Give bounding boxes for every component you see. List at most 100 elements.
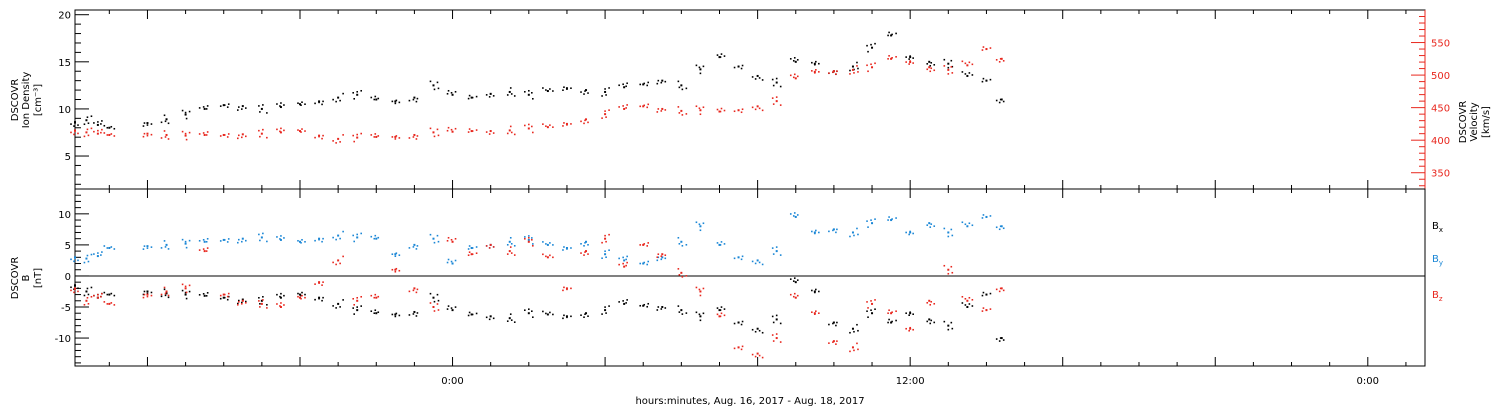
density-point-scatter	[163, 114, 166, 117]
density-point-scatter	[646, 84, 649, 87]
bx-point-scatter	[83, 294, 86, 297]
bz-point	[775, 337, 778, 340]
density-point-scatter	[699, 72, 702, 75]
bz-point-scatter	[454, 237, 457, 240]
bx-point-scatter	[259, 302, 261, 305]
density-point-scatter	[150, 123, 153, 125]
bx-point-scatter	[163, 288, 166, 291]
bx-point-scatter	[639, 304, 642, 307]
density-point-scatter	[398, 101, 401, 104]
bz-point-scatter	[492, 246, 495, 248]
density-point-scatter	[968, 72, 971, 74]
bz-point-scatter	[943, 264, 946, 267]
bz-point-scatter	[723, 314, 726, 317]
velocity-point-scatter	[301, 128, 303, 130]
bz-point-scatter	[741, 345, 744, 348]
density-point-scatter	[143, 122, 146, 124]
velocity-point-scatter	[314, 136, 316, 139]
by-point-scatter	[656, 259, 659, 262]
velocity-point-scatter	[656, 111, 659, 113]
by-point-scatter	[335, 238, 337, 241]
velocity-point-scatter	[740, 111, 743, 114]
density-point-scatter	[101, 120, 103, 122]
bz-point-scatter	[377, 295, 380, 298]
density-axis-label-line2: Ion Density	[21, 72, 32, 129]
bz-point-scatter	[475, 252, 478, 255]
by-point-scatter	[87, 260, 90, 263]
velocity-point	[356, 136, 359, 139]
bx-point-scatter	[677, 305, 680, 307]
density-point	[890, 34, 893, 37]
bx-point-scatter	[740, 323, 743, 326]
bx-point-scatter	[513, 321, 516, 323]
bz-point-scatter	[398, 269, 401, 272]
bx-point-scatter	[685, 312, 688, 314]
velocity-point	[146, 132, 149, 135]
velocity-point-scatter	[74, 130, 76, 133]
by-point-scatter	[509, 236, 512, 239]
velocity-point-scatter	[604, 110, 606, 112]
velocity-point	[565, 122, 568, 125]
density-point-scatter	[723, 55, 726, 57]
bx-legend-sub: x	[1439, 226, 1443, 234]
by-point-scatter	[792, 215, 795, 217]
velocity-point-scatter	[335, 142, 337, 144]
bx-point-scatter	[321, 299, 323, 302]
velocity-point-scatter	[321, 137, 323, 140]
density-point-scatter	[223, 104, 226, 106]
bx-point-scatter	[531, 310, 533, 313]
velocity-point-scatter	[664, 109, 667, 111]
by-point-scatter	[998, 228, 1001, 231]
velocity-point-scatter	[719, 110, 722, 113]
bz-point-scatter	[849, 350, 851, 353]
bz-point-scatter	[467, 254, 470, 257]
bz-point-scatter	[240, 302, 243, 305]
bz-point	[222, 293, 225, 296]
density-point	[375, 98, 378, 101]
by-point-scatter	[1002, 227, 1005, 230]
by-point	[413, 243, 416, 246]
velocity-point-scatter	[488, 133, 491, 135]
by-point-scatter	[143, 245, 146, 247]
density-point-scatter	[185, 117, 188, 120]
bx-point-scatter	[391, 313, 394, 316]
bx-point-scatter	[475, 312, 478, 315]
bx-point-scatter	[342, 299, 344, 301]
bx-point	[375, 312, 378, 315]
by-point	[260, 236, 263, 239]
velocity-point	[642, 105, 645, 108]
bx-point-scatter	[771, 315, 774, 318]
velocity-point-scatter	[160, 137, 163, 139]
bx-point-scatter	[618, 301, 620, 303]
by-point	[871, 222, 874, 225]
by-point-scatter	[702, 222, 705, 225]
density-point-scatter	[695, 64, 698, 67]
bz-point-scatter	[549, 254, 551, 257]
density-point-scatter	[647, 81, 650, 84]
bz-point-scatter	[815, 310, 817, 313]
velocity-point	[546, 126, 549, 129]
by-point-scatter	[625, 258, 627, 261]
bx-point-scatter	[352, 307, 355, 309]
density-point	[565, 87, 568, 90]
velocity-point-scatter	[524, 124, 526, 127]
bx-point-scatter	[622, 300, 624, 302]
bz-point	[85, 299, 88, 302]
density-point-scatter	[815, 60, 817, 63]
bx-point	[279, 296, 282, 299]
density-point-scatter	[985, 79, 988, 82]
velocity-point-scatter	[146, 134, 149, 137]
density-point-scatter	[429, 80, 432, 83]
by-point-scatter	[244, 239, 247, 242]
bz-point	[337, 259, 340, 262]
density-point	[451, 93, 454, 96]
velocity-point-scatter	[391, 136, 394, 138]
bz-point-scatter	[618, 263, 620, 266]
bz-point	[832, 340, 835, 343]
velocity-point-scatter	[832, 71, 834, 73]
by-point-scatter	[475, 246, 478, 248]
bz-point	[871, 302, 874, 305]
bx-point	[871, 312, 874, 315]
bz-point-scatter	[664, 254, 667, 257]
bz-point-scatter	[874, 299, 876, 301]
